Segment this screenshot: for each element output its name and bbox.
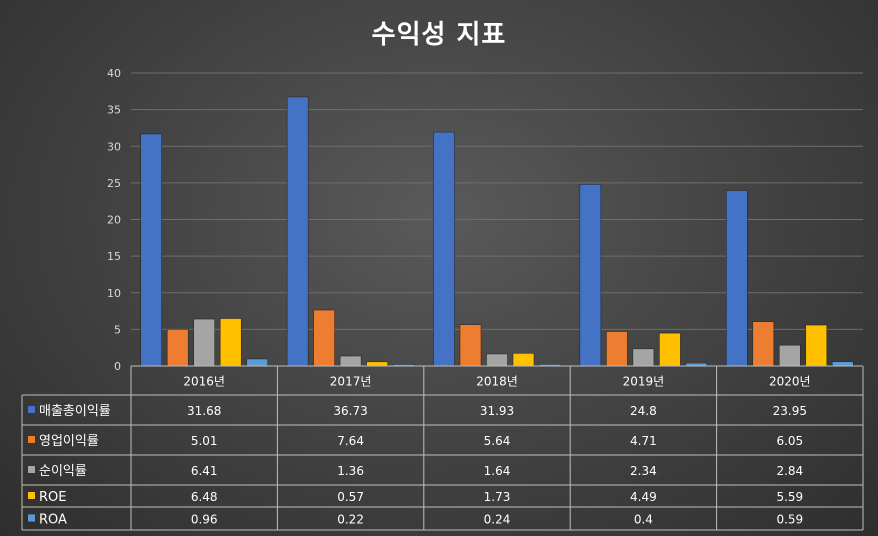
legend-label: 순이익률 [39, 464, 87, 479]
bar [579, 184, 602, 367]
bar [512, 353, 535, 367]
bar [219, 318, 242, 367]
bar [726, 190, 748, 367]
table-cell: 6.05 [776, 434, 803, 448]
bar [752, 321, 775, 367]
table-cell: 1.73 [484, 490, 511, 504]
legend-swatch [28, 406, 35, 413]
table-cell: 6.48 [191, 490, 218, 504]
table-cell: 5.64 [484, 434, 511, 448]
y-tick-label: 30 [107, 140, 121, 153]
bar [246, 358, 268, 367]
table-cell: 6.41 [191, 464, 218, 478]
category-label: 2018년 [476, 375, 518, 389]
bar [433, 131, 455, 367]
legend-label: ROE [39, 490, 66, 505]
bar [140, 133, 162, 367]
table-cell: 1.36 [337, 464, 364, 478]
table-cell: 0.22 [337, 513, 364, 527]
category-label: 2017년 [330, 375, 372, 389]
bar [459, 324, 482, 367]
bar [832, 361, 854, 367]
table-cell: 5.01 [191, 434, 218, 448]
table-cell: 4.49 [630, 490, 657, 504]
table-cell: 31.93 [480, 404, 514, 418]
table-cell: 5.59 [776, 490, 803, 504]
table-cell: 0.96 [191, 513, 218, 527]
table-cell: 36.73 [333, 404, 367, 418]
y-tick-label: 40 [107, 67, 121, 80]
legend-swatch [28, 514, 35, 522]
y-tick-label: 25 [107, 177, 121, 190]
category-label: 2020년 [769, 375, 811, 389]
bar [313, 309, 335, 367]
bar [166, 329, 189, 367]
legend-swatch [28, 436, 35, 443]
bar [193, 318, 215, 367]
y-tick-label: 10 [107, 287, 121, 300]
y-axis-ticks: 0 5 10 15 20 25 30 35 40 [107, 67, 121, 373]
bar [805, 324, 828, 367]
table-cell: 0.4 [634, 513, 653, 527]
table-cell: 0.59 [776, 513, 803, 527]
bar [632, 348, 655, 367]
bar [366, 361, 388, 367]
legend-label: ROA [39, 513, 67, 528]
table-cell: 23.95 [773, 404, 807, 418]
table-cell: 7.64 [337, 434, 364, 448]
table-cell: 0.24 [484, 513, 511, 527]
bar [606, 331, 628, 367]
bar [286, 96, 309, 367]
bars [140, 96, 854, 367]
y-tick-label: 0 [114, 360, 121, 373]
table-cell: 0.57 [337, 490, 364, 504]
chart-title: 수익성 지표 [371, 20, 507, 50]
bar [659, 332, 681, 367]
legend-label: 영업이익률 [39, 434, 99, 449]
category-label: 2016년 [183, 375, 225, 389]
category-label: 2019년 [623, 375, 665, 389]
legend-label: 매출총이익률 [39, 404, 111, 419]
table-cell: 4.71 [630, 434, 657, 448]
y-tick-label: 5 [114, 323, 121, 336]
table-cell: 2.84 [776, 464, 803, 478]
bar [779, 344, 801, 367]
table-cell: 31.68 [187, 404, 221, 418]
table-cell: 1.64 [484, 464, 511, 478]
bar [339, 355, 362, 367]
bar [486, 353, 508, 367]
table-cell: 2.34 [630, 464, 657, 478]
y-tick-label: 15 [107, 250, 121, 263]
legend-swatch [28, 466, 35, 473]
table-cell: 24.8 [630, 404, 657, 418]
y-tick-label: 20 [107, 214, 121, 227]
y-tick-label: 35 [107, 104, 121, 117]
legend-swatch [28, 492, 35, 499]
